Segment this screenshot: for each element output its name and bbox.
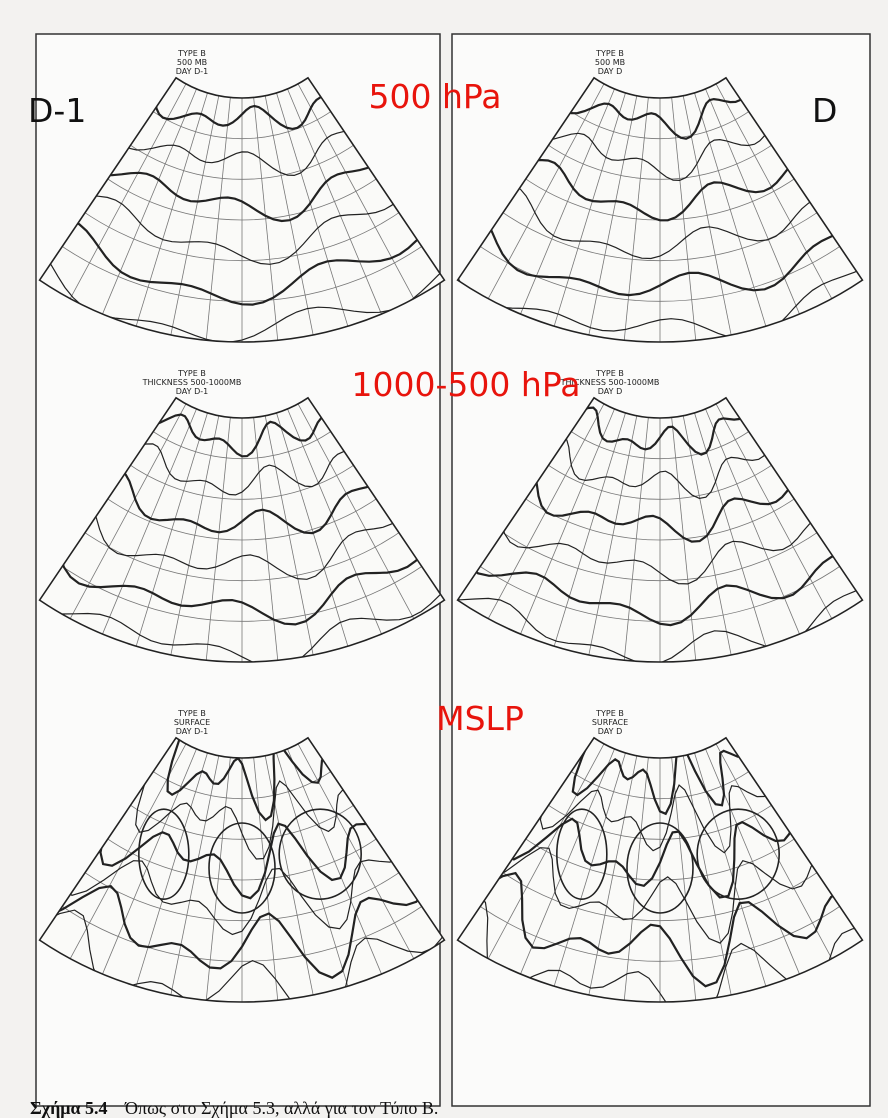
map-label: DAY D xyxy=(598,727,622,736)
map-label: 500 MB xyxy=(177,58,207,67)
caption-number: Σχήμα 5.4 xyxy=(30,1098,108,1118)
page: TYPE B500 MBDAY D-1TYPE B500 MBDAY DTYPE… xyxy=(0,0,888,1118)
column-label: D xyxy=(812,91,837,130)
map-label: DAY D xyxy=(598,67,622,76)
row-label: 500 hPa xyxy=(368,77,501,116)
map-label: TYPE B xyxy=(595,369,624,378)
map-label: DAY D-1 xyxy=(176,387,208,396)
row-label: 1000-500 hPa xyxy=(352,365,581,404)
map-label: SURFACE xyxy=(592,718,628,727)
map-label: TYPE B xyxy=(177,369,206,378)
map-label: TYPE B xyxy=(177,49,206,58)
map-label: DAY D-1 xyxy=(176,67,208,76)
map-label: SURFACE xyxy=(174,718,210,727)
map-label: DAY D-1 xyxy=(176,727,208,736)
map-label: THICKNESS 500-1000MB xyxy=(142,378,242,387)
map-label: TYPE B xyxy=(595,709,624,718)
column-label: D-1 xyxy=(28,91,86,130)
scanned-page: TYPE B500 MBDAY D-1TYPE B500 MBDAY DTYPE… xyxy=(0,0,888,1118)
map-label: DAY D xyxy=(598,387,622,396)
caption-text: Όπως στο Σχήμα 5.3, αλλά για τον Τύπο Β. xyxy=(124,1098,438,1118)
row-label: MSLP xyxy=(436,699,524,738)
map-label: TYPE B xyxy=(595,49,624,58)
map-label: TYPE B xyxy=(177,709,206,718)
map-label: 500 MB xyxy=(595,58,625,67)
